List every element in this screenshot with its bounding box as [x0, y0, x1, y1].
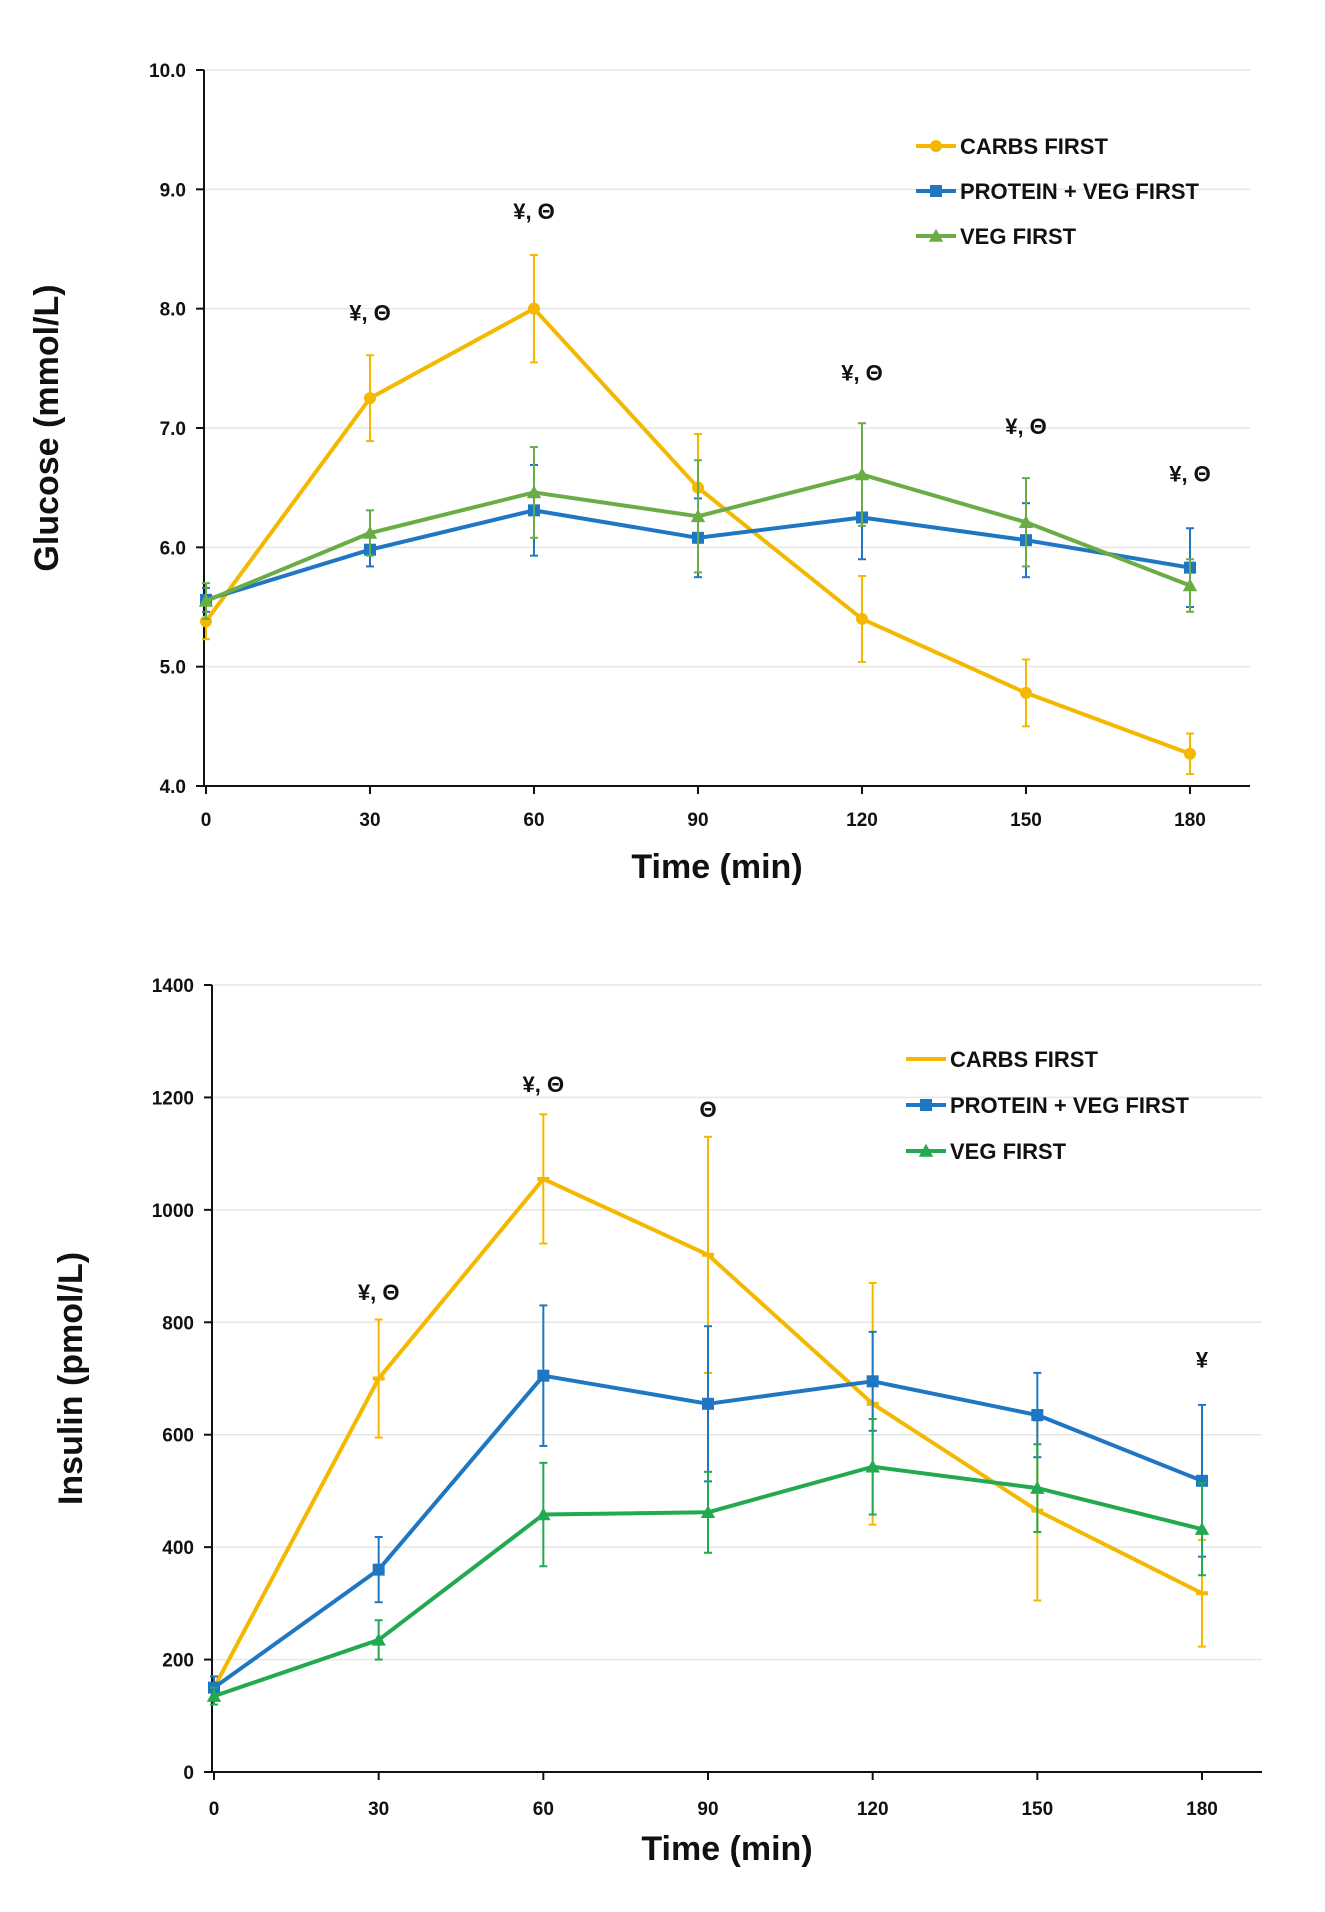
y-tick-label: 600: [162, 1426, 194, 1447]
y-tick-label: 5.0: [160, 658, 186, 679]
legend-label: CARBS FIRST: [950, 1047, 1098, 1072]
legend-label: CARBS FIRST: [960, 134, 1108, 159]
y-tick-label: 400: [162, 1538, 194, 1559]
x-tick-label: 90: [697, 1799, 718, 1820]
significance-annotation: ¥, Θ: [349, 301, 391, 326]
data-point: [537, 1369, 550, 1382]
insulin-chart: 0 200 400 600 800 1000 1200 1400 0 30 60 90 120 150 18…: [52, 976, 1262, 1868]
legend-swatch-marker: [930, 140, 942, 152]
data-point: [866, 1375, 879, 1388]
data-point: [1030, 1480, 1045, 1494]
x-tick-label: 30: [368, 1799, 389, 1820]
x-tick-label: 0: [201, 810, 212, 831]
significance-annotation: ¥, Θ: [1169, 462, 1211, 487]
significance-annotation: ¥, Θ: [513, 199, 555, 224]
x-tick-label: 150: [1010, 810, 1042, 831]
data-point: [372, 1376, 385, 1381]
data-point: [865, 1459, 880, 1473]
series-veg-first: [198, 422, 1198, 620]
data-point: [1020, 686, 1032, 699]
y-tick-label: 4.0: [160, 777, 186, 798]
y-tick-label: 1000: [152, 1201, 194, 1222]
y-tick-label: 0: [183, 1763, 194, 1784]
data-point: [371, 1632, 386, 1646]
data-point: [206, 1688, 222, 1702]
data-point: [1182, 578, 1198, 592]
data-point: [526, 485, 542, 499]
data-point: [537, 1176, 550, 1181]
legend-swatch-marker: [920, 1057, 932, 1061]
x-tick-label: 150: [1021, 1799, 1053, 1820]
y-tick-label: 200: [162, 1651, 194, 1672]
legend-swatch-marker: [920, 1099, 932, 1111]
y-tick-label: 800: [162, 1313, 194, 1334]
y-tick-label: 10.0: [149, 61, 186, 82]
x-tick-label: 0: [209, 1799, 220, 1820]
y-tick-label: 1400: [152, 976, 194, 997]
data-point: [528, 302, 540, 315]
data-point: [536, 1507, 551, 1521]
legend-label: PROTEIN + VEG FIRST: [960, 179, 1200, 204]
data-point: [702, 1252, 714, 1257]
data-point: [198, 593, 214, 607]
data-point: [690, 509, 706, 523]
data-point: [372, 1563, 385, 1576]
x-tick-label: 120: [857, 1799, 889, 1820]
significance-annotation: ¥, Θ: [523, 1072, 565, 1097]
x-axis-title: Time (min): [641, 1830, 812, 1868]
legend-label: VEG FIRST: [960, 224, 1077, 249]
y-axis-title: Insulin (pmol/L): [52, 1252, 90, 1505]
data-point: [1194, 1521, 1210, 1535]
x-tick-label: 180: [1186, 1799, 1218, 1820]
data-point: [1031, 1409, 1044, 1422]
legend-swatch-marker: [930, 185, 942, 197]
x-tick-label: 90: [687, 810, 708, 831]
data-point: [362, 525, 378, 539]
y-tick-label: 1200: [152, 1088, 194, 1109]
legend-label: VEG FIRST: [950, 1139, 1067, 1164]
significance-annotation: ¥, Θ: [1005, 414, 1047, 439]
data-point: [856, 612, 868, 625]
data-point: [700, 1505, 716, 1519]
y-tick-label: 8.0: [160, 300, 186, 321]
significance-annotation: ¥: [1196, 1347, 1209, 1372]
series-veg-first: [206, 1417, 1210, 1706]
x-tick-label: 60: [533, 1799, 554, 1820]
glucose-chart: 4.0 5.0 6.0 7.0 8.0 9.0 10.0 0 30 60 90 120 150 180 Ti…: [28, 61, 1250, 886]
y-tick-label: 6.0: [160, 538, 186, 559]
significance-annotation: ¥, Θ: [841, 360, 883, 385]
data-point: [1196, 1591, 1208, 1596]
y-tick-label: 9.0: [160, 180, 186, 201]
significance-annotation: ¥, Θ: [358, 1280, 400, 1305]
data-point: [1184, 747, 1196, 760]
data-point: [854, 467, 870, 481]
x-tick-label: 60: [523, 810, 544, 831]
legend-swatch-marker: [928, 228, 944, 242]
x-tick-label: 120: [846, 810, 878, 831]
data-point: [702, 1397, 714, 1410]
legend-label: PROTEIN + VEG FIRST: [950, 1093, 1190, 1118]
data-point: [1018, 515, 1034, 529]
significance-annotation: Θ: [699, 1097, 716, 1122]
y-axis-title: Glucose (mmol/L): [28, 284, 66, 571]
legend-swatch-marker: [918, 1143, 934, 1157]
x-tick-label: 180: [1174, 810, 1206, 831]
x-tick-label: 30: [359, 810, 380, 831]
y-tick-label: 7.0: [160, 419, 186, 440]
data-point: [364, 392, 376, 405]
x-axis-title: Time (min): [631, 848, 802, 886]
